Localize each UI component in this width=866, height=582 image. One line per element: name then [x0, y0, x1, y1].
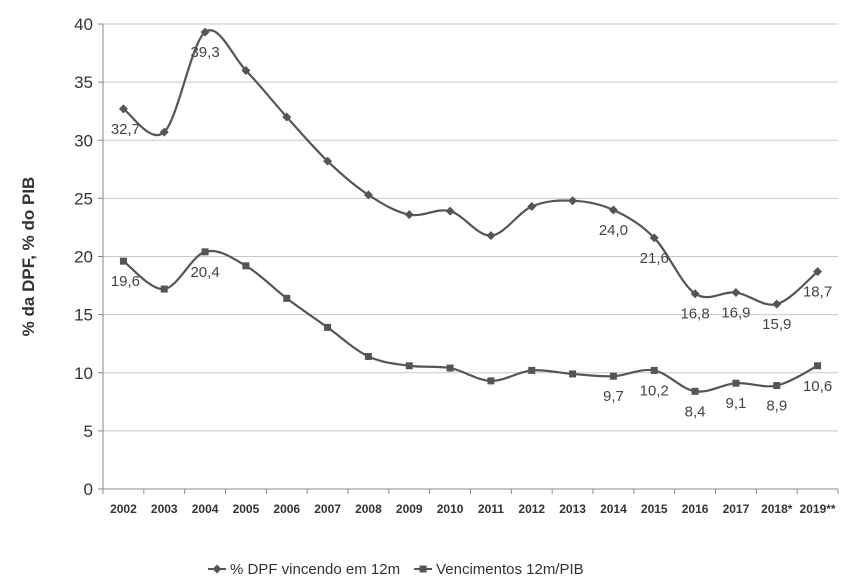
x-tick-label: 2002: [110, 502, 137, 516]
x-tick-label: 2011: [478, 502, 504, 516]
data-point: [486, 231, 496, 241]
y-tick-label: 35: [74, 73, 93, 92]
data-point: [405, 362, 413, 370]
data-point: [159, 127, 169, 137]
data-point: [772, 299, 782, 309]
legend: % DPF vincendo em 12m Vencimentos 12m/PIB: [208, 561, 584, 578]
legend-marker: [212, 564, 222, 574]
data-point: [569, 370, 577, 378]
x-tick-label: 2008: [355, 502, 382, 516]
x-tick-label: 2016: [682, 502, 709, 516]
data-point: [118, 104, 128, 114]
y-axis-label: % da DPF, % do PIB: [19, 177, 38, 337]
axes: [98, 23, 839, 494]
data-label: 10,6: [803, 378, 832, 395]
y-tick-label: 5: [84, 422, 93, 441]
data-point: [160, 285, 168, 293]
data-point: [200, 27, 210, 37]
data-point: [404, 210, 414, 220]
data-point: [363, 190, 373, 200]
data-point: [201, 248, 209, 256]
series-line: [122, 29, 819, 306]
data-label: 24,0: [599, 222, 628, 239]
series-group: 32,7 39,3 24,0 21,6 16,8 16,9 15,9 18,7 19,6 20,4…: [111, 27, 832, 420]
data-point: [649, 233, 659, 243]
x-tick-label: 2017: [723, 502, 750, 516]
data-point: [813, 267, 823, 277]
data-point: [323, 156, 333, 166]
x-tick-label: 2007: [314, 502, 341, 516]
data-point: [814, 362, 822, 370]
x-tick-label: 2005: [233, 502, 260, 516]
x-tick-labels: 2002 2003 2004 2005 2006 2007 2008 2009 2010 2011…: [110, 502, 836, 516]
y-tick-label: 0: [84, 480, 93, 499]
y-tick-label: 10: [74, 364, 93, 383]
data-label: 19,6: [111, 273, 140, 290]
y-tick-label: 40: [74, 15, 93, 34]
x-tick-label: 2019**: [800, 502, 836, 516]
legend-label: Vencimentos 12m/PIB: [436, 561, 584, 578]
data-point: [691, 387, 699, 395]
data-point: [609, 372, 617, 380]
data-point: [528, 366, 536, 374]
series-1: 32,7 39,3 24,0 21,6 16,8 16,9 15,9 18,7: [111, 27, 832, 333]
data-label: 15,9: [762, 316, 791, 333]
data-point: [650, 366, 658, 374]
data-label: 9,1: [725, 395, 746, 412]
data-point: [241, 66, 251, 75]
x-tick-label: 2004: [192, 502, 219, 516]
data-label: 8,4: [685, 403, 706, 420]
data-point: [119, 257, 127, 265]
y-tick-label: 30: [74, 131, 93, 150]
legend-marker: [419, 565, 427, 573]
x-tick-label: 2003: [151, 502, 178, 516]
data-label: 10,2: [640, 382, 669, 399]
data-point: [731, 288, 741, 298]
data-point: [773, 382, 781, 390]
x-tick-label: 2018*: [761, 502, 793, 516]
data-label: 21,6: [640, 250, 669, 267]
gridlines: [103, 23, 838, 432]
data-point: [568, 196, 578, 206]
data-label: 16,8: [680, 306, 709, 323]
data-point: [324, 323, 332, 331]
y-tick-labels: 0 5 10 15 20 25 30 35 40: [74, 15, 93, 499]
data-point: [364, 352, 372, 360]
data-point: [446, 364, 454, 372]
y-tick-label: 25: [74, 189, 93, 208]
data-label: 16,9: [721, 305, 750, 322]
data-point: [283, 294, 291, 302]
data-label: 8,9: [766, 398, 787, 415]
data-label: 18,7: [803, 284, 832, 301]
data-point: [732, 379, 740, 387]
data-label: 39,3: [190, 44, 219, 61]
x-tick-label: 2009: [396, 502, 423, 516]
data-point: [690, 289, 700, 299]
x-tick-label: 2015: [641, 502, 668, 516]
legend-label: % DPF vincendo em 12m: [230, 561, 400, 578]
data-point: [608, 205, 618, 215]
x-tick-label: 2006: [273, 502, 300, 516]
data-label: 9,7: [603, 388, 624, 405]
y-tick-label: 20: [74, 248, 93, 267]
x-tick-label: 2014: [600, 502, 627, 516]
x-tick-label: 2013: [559, 502, 586, 516]
x-tick-label: 2010: [437, 502, 464, 516]
data-label: 20,4: [190, 264, 219, 281]
legend-item-2: Vencimentos 12m/PIB: [414, 561, 584, 578]
data-label: 32,7: [111, 121, 140, 138]
series-line: [122, 249, 819, 393]
data-point: [242, 262, 250, 270]
x-tick-label: 2012: [518, 502, 545, 516]
data-point: [527, 202, 537, 212]
data-point: [282, 112, 292, 122]
series-2: 19,6 20,4 9,7 10,2 8,4 9,1 8,9 10,6: [111, 248, 832, 420]
y-tick-label: 15: [74, 306, 93, 325]
data-point: [445, 206, 455, 216]
data-point: [487, 377, 495, 385]
legend-item-1: % DPF vincendo em 12m: [208, 561, 400, 578]
